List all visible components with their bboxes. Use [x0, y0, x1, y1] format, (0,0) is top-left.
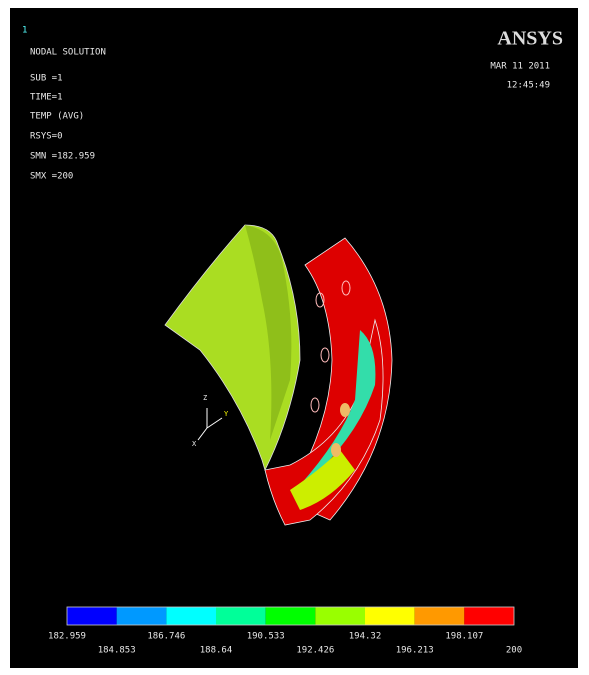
header: NODAL SOLUTION SUB =1 TIME=1 TEMP (AVG) RSYS…	[30, 48, 106, 182]
legend-frame	[66, 606, 515, 626]
legend-label: 198.107	[445, 632, 483, 642]
header-line: SMN =182.959	[30, 152, 95, 162]
triad-axis	[206, 417, 223, 429]
legend-swatch	[116, 607, 167, 625]
hole	[310, 397, 320, 413]
hole	[340, 403, 350, 417]
header-line: TIME=1	[30, 93, 63, 103]
legend-label: 188.64	[200, 646, 233, 656]
header-line: SMX =200	[30, 172, 73, 182]
triad-label: Z	[203, 394, 207, 402]
model-gradient	[300, 330, 376, 485]
time: 12:45:49	[507, 81, 550, 91]
legend-label: 196.213	[396, 646, 434, 656]
header-line: RSYS=0	[30, 132, 63, 142]
legend-label: 194.32	[349, 632, 382, 642]
hole	[315, 292, 325, 308]
triad-label: Y	[224, 410, 229, 418]
legend-label: 182.959	[48, 632, 86, 642]
legend-swatch	[265, 607, 316, 625]
legend-swatch	[67, 607, 117, 625]
legend-swatch	[315, 607, 365, 625]
legend-label: 192.426	[296, 646, 334, 656]
legend-label: 184.853	[98, 646, 136, 656]
legend-swatch	[464, 607, 514, 625]
hole	[331, 443, 341, 457]
legend-swatch	[365, 607, 415, 625]
model-sheet-edge	[245, 225, 292, 440]
hole	[320, 347, 330, 363]
hole	[341, 280, 351, 296]
legend-label: 190.533	[247, 632, 285, 642]
triad-axis	[197, 427, 208, 441]
header-line: NODAL SOLUTION	[30, 48, 106, 58]
window-number: 1	[22, 26, 27, 36]
date: MAR 11 2011	[490, 62, 550, 72]
header-line: SUB =1	[30, 74, 63, 84]
legend-swatch	[414, 607, 465, 625]
model-gradient-2	[290, 450, 355, 510]
legend: 182.959 184.853 186.746 188.64 190.533 192.42…	[48, 606, 522, 656]
triad: Z Y X	[192, 394, 229, 448]
legend-swatch	[166, 607, 216, 625]
legend-swatch	[216, 607, 266, 625]
triad-label: X	[192, 440, 197, 448]
logo: ANSYS	[497, 28, 563, 50]
model	[164, 224, 393, 526]
header-line: TEMP (AVG)	[30, 112, 84, 122]
model-ring-inner	[264, 318, 384, 526]
legend-label: 200	[506, 646, 522, 656]
legend-label: 186.746	[147, 632, 185, 642]
